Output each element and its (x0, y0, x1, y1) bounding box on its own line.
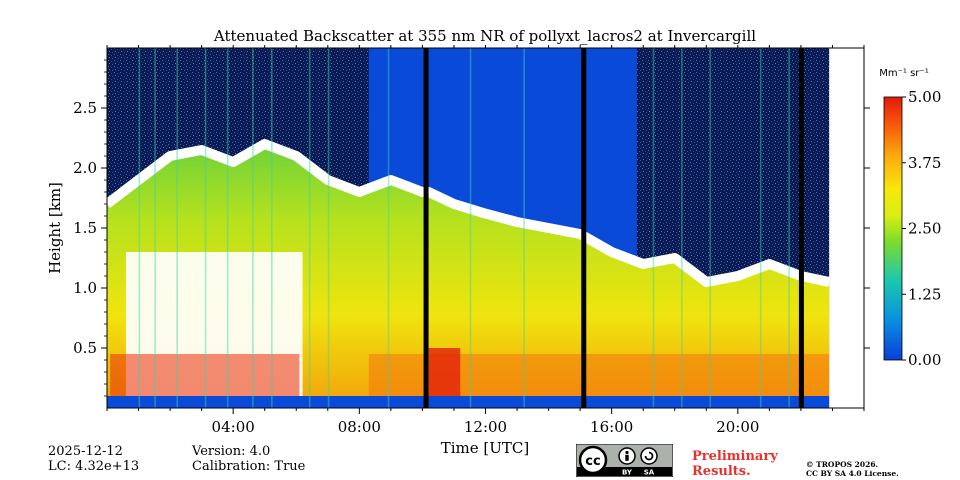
x-axis-label: Time [UTC] (441, 439, 530, 457)
x-tick-label: 04:00 (212, 418, 255, 436)
virga-streak (308, 48, 311, 408)
x-tick-label: 20:00 (716, 418, 759, 436)
dense-aerosol-layer (428, 348, 461, 396)
y-tick-label: 0.5 (73, 339, 97, 357)
heatmap-plot-area (107, 48, 864, 408)
y-tick-label: 1.0 (73, 279, 97, 297)
metadata-right: Version: 4.0 Calibration: True (192, 444, 305, 474)
virga-streak (709, 48, 712, 408)
cc-logo-text: cc (585, 454, 600, 469)
colorbar: Mm⁻¹ sr⁻¹ (879, 68, 929, 361)
virga-streak (759, 48, 762, 408)
virga-streak (138, 48, 141, 408)
virga-streak (327, 48, 330, 408)
cc-by-sa-badge: cc BY SA (576, 444, 673, 477)
version-text: Version: 4.0 (192, 444, 271, 459)
virga-streak (154, 48, 156, 408)
colorbar-tick-label: 0.00 (908, 351, 941, 369)
virga-streak (387, 48, 390, 408)
virga-streak (523, 48, 525, 408)
cloud-top-band (107, 139, 831, 287)
virga-streak (176, 48, 178, 408)
cc-logo-icon (578, 445, 608, 475)
colorbar-unit-label: Mm⁻¹ sr⁻¹ (879, 68, 928, 79)
virga-streak (469, 48, 472, 408)
y-tick-label: 2.0 (73, 159, 97, 177)
virga-streak (204, 48, 207, 408)
metadata-left: 2025-12-12 LC: 4.32e+13 (48, 444, 139, 474)
calibration-text: Calibration: True (192, 459, 306, 474)
lc-text: LC: 4.32e+13 (48, 459, 140, 474)
colorbar-tick-label: 5.00 (908, 88, 941, 106)
x-tick-label: 08:00 (338, 418, 381, 436)
y-tick-label: 1.5 (73, 219, 97, 237)
sa-label: SA (644, 469, 655, 477)
y-axis-label: Height [km] (46, 182, 64, 274)
sa-share-icon (640, 447, 658, 465)
preliminary-line-1: Preliminary (692, 449, 778, 464)
colorbar-tick-label: 2.50 (908, 220, 941, 238)
x-axis: 04:00 08:00 12:00 16:00 20:00 (106, 45, 865, 436)
preliminary-results-note: Preliminary Results. (692, 449, 778, 479)
virga-streak (652, 48, 655, 408)
date-text: 2025-12-12 (48, 444, 123, 459)
copyright-line-1: © TROPOS 2026. (806, 460, 879, 469)
copyright-note: © TROPOS 2026. CC BY SA 4.0 License. (806, 460, 899, 478)
x-tick-label: 16:00 (590, 418, 633, 436)
colorbar-ticks: 0.00 1.25 2.50 3.75 5.00 (902, 88, 941, 369)
virga-streak (788, 48, 790, 408)
y-axis: 0.5 1.0 1.5 2.0 2.5 (73, 59, 870, 397)
surface-band (107, 396, 830, 408)
chart-title: Attenuated Backscatter at 355 nm NR of p… (213, 27, 756, 45)
high-backscatter-layer (110, 354, 300, 396)
virga-streak (271, 48, 273, 408)
copyright-line-2: CC BY SA 4.0 License. (806, 469, 899, 478)
preliminary-line-2: Results. (692, 464, 751, 479)
no-data-region (829, 48, 864, 408)
colorbar-tick-label: 1.25 (908, 285, 941, 303)
data-gap-bar (798, 48, 804, 408)
colorbar-gradient (883, 96, 903, 361)
by-label: BY (622, 469, 633, 477)
virga-streak (252, 48, 254, 408)
y-tick-label: 2.5 (73, 99, 97, 117)
virga-streak (681, 48, 683, 408)
virga-streak (226, 48, 229, 408)
colorbar-tick-label: 3.75 (908, 154, 941, 172)
x-tick-label: 12:00 (464, 418, 507, 436)
data-gap-bar (581, 48, 587, 408)
data-gap-bar (423, 48, 429, 408)
